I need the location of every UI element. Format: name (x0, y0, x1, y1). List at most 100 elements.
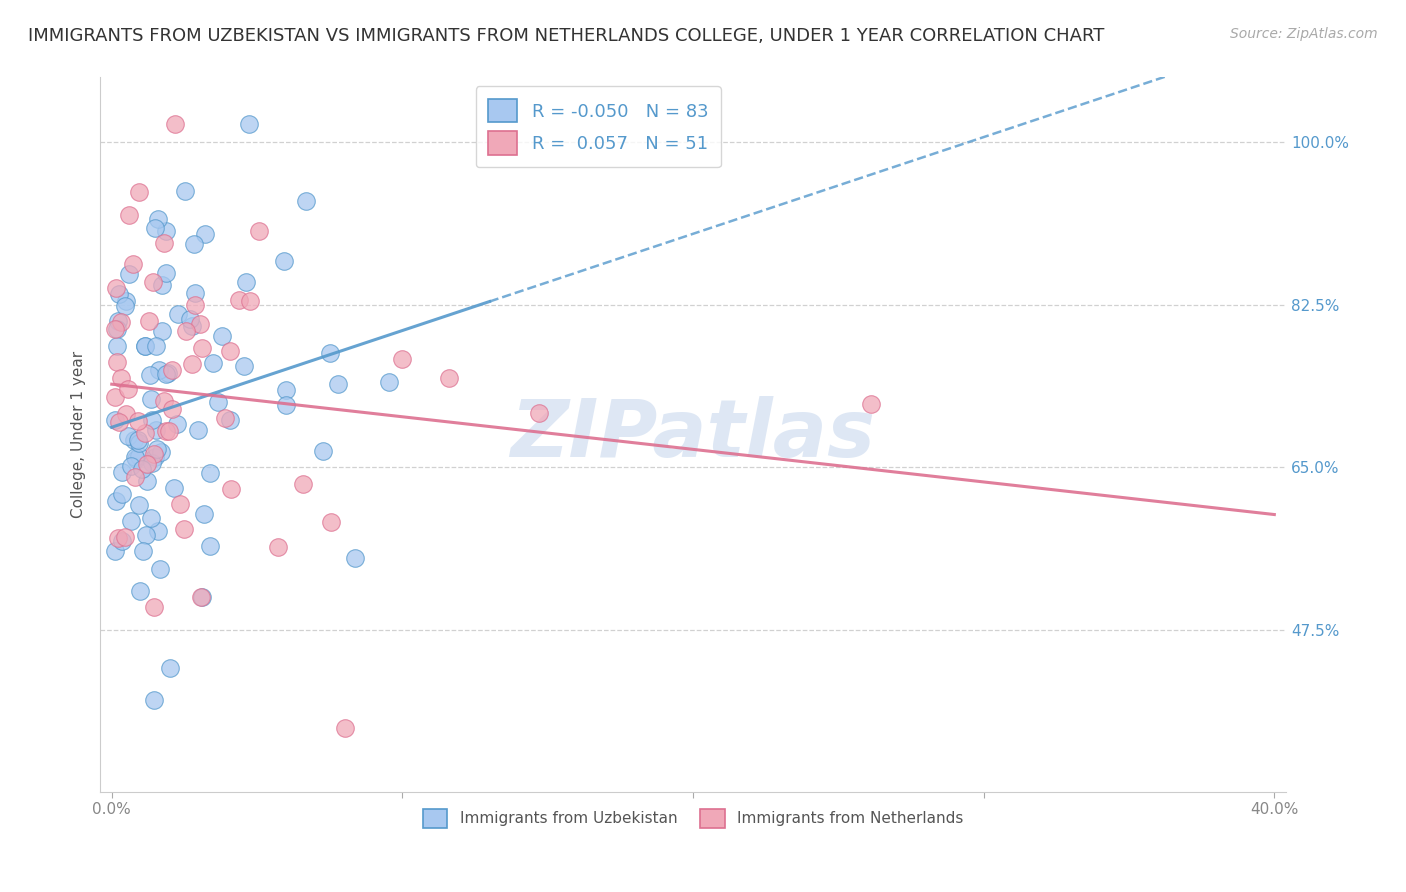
Point (326, 376, 349, 391)
Point (105, 354, 128, 368)
Point (207, 395, 229, 409)
Point (159, 660, 181, 674)
Point (118, 267, 141, 281)
Point (120, 514, 142, 528)
Point (131, 462, 153, 476)
Point (274, 398, 297, 412)
Point (156, 366, 179, 380)
Point (134, 339, 156, 353)
Point (169, 497, 191, 511)
Point (145, 423, 167, 437)
Point (160, 402, 183, 417)
Point (311, 444, 333, 458)
Point (235, 276, 257, 290)
Point (527, 406, 550, 420)
Point (149, 561, 172, 575)
Point (135, 475, 157, 489)
Point (125, 452, 148, 467)
Point (111, 534, 134, 549)
Point (139, 368, 162, 383)
Point (165, 117, 187, 131)
Point (134, 338, 156, 352)
Point (184, 286, 207, 301)
Point (136, 457, 159, 471)
Point (118, 208, 141, 222)
Point (148, 363, 170, 377)
Point (214, 410, 236, 425)
Point (179, 312, 201, 326)
Point (145, 450, 167, 464)
Point (183, 298, 205, 312)
Point (295, 194, 318, 208)
Point (238, 117, 260, 131)
Point (104, 390, 127, 404)
Point (162, 363, 184, 377)
Point (437, 371, 460, 385)
Point (128, 435, 150, 450)
Point (219, 344, 242, 359)
Point (124, 469, 146, 483)
Point (155, 424, 177, 438)
Point (273, 254, 295, 268)
Point (105, 322, 128, 336)
Legend: Immigrants from Uzbekistan, Immigrants from Netherlands: Immigrants from Uzbekistan, Immigrants f… (416, 803, 969, 834)
Point (115, 294, 138, 309)
Point (211, 329, 233, 343)
Point (114, 407, 136, 421)
Point (150, 324, 173, 338)
Point (239, 293, 262, 308)
Point (176, 324, 198, 338)
Point (105, 281, 128, 295)
Point (187, 423, 209, 437)
Point (107, 416, 129, 430)
Point (321, 515, 343, 529)
Point (114, 299, 136, 313)
Text: Source: ZipAtlas.com: Source: ZipAtlas.com (1230, 27, 1378, 41)
Point (155, 224, 177, 238)
Point (128, 185, 150, 199)
Point (143, 221, 166, 235)
Point (190, 590, 212, 604)
Point (105, 339, 128, 353)
Point (181, 319, 204, 334)
Point (139, 392, 162, 407)
Point (157, 424, 180, 438)
Point (276, 383, 298, 397)
Point (104, 413, 127, 427)
Point (117, 429, 139, 443)
Point (132, 544, 155, 558)
Point (148, 212, 170, 227)
Point (146, 442, 169, 456)
Point (267, 541, 290, 555)
Point (198, 539, 221, 553)
Point (194, 227, 217, 242)
Point (166, 417, 188, 432)
Text: ZIPatlas: ZIPatlas (510, 396, 876, 474)
Point (124, 433, 146, 447)
Point (233, 359, 256, 373)
Point (120, 458, 142, 473)
Point (335, 721, 357, 735)
Point (107, 531, 129, 545)
Point (153, 235, 176, 250)
Point (198, 467, 221, 481)
Point (150, 277, 173, 292)
Point (344, 550, 367, 565)
Point (129, 583, 152, 598)
Point (173, 184, 195, 198)
Point (391, 351, 413, 366)
Point (107, 314, 129, 328)
Point (127, 414, 149, 428)
Point (110, 371, 132, 385)
Point (181, 357, 204, 371)
Point (111, 487, 134, 501)
Point (117, 382, 139, 396)
Point (219, 413, 242, 427)
Point (221, 482, 243, 496)
Point (183, 237, 205, 252)
Point (188, 318, 211, 332)
Point (104, 322, 127, 336)
Point (155, 368, 177, 382)
Point (111, 465, 134, 479)
Point (153, 393, 176, 408)
